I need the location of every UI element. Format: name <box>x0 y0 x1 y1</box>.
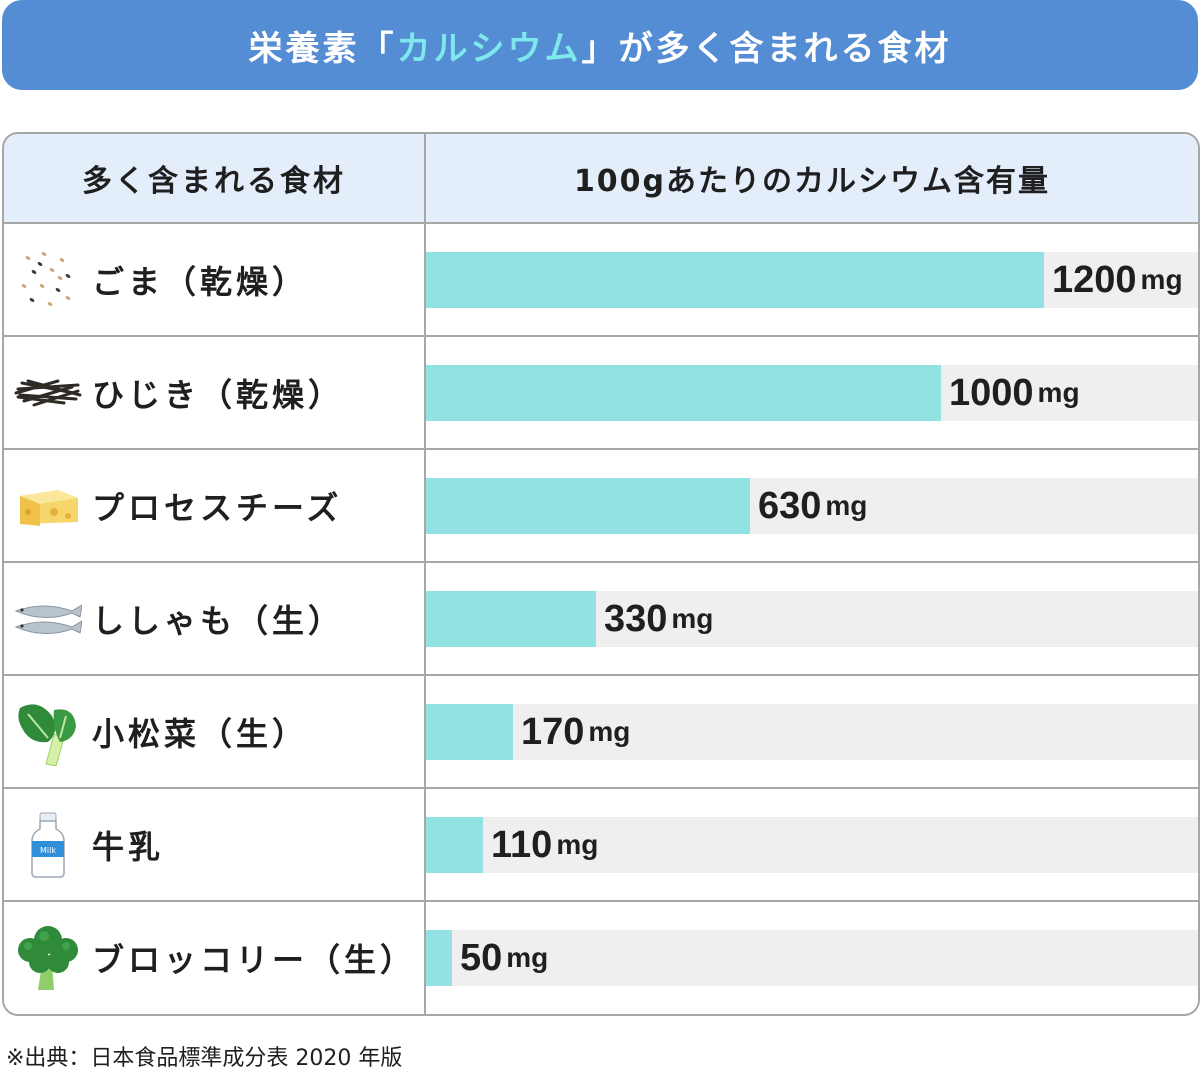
calcium-bar <box>426 817 483 873</box>
title-banner: 栄養素「 カルシウム 」が多く含まれる食材 <box>2 0 1198 90</box>
source-note: ※出典：日本食品標準成分表 2020 年版 <box>6 1046 403 1071</box>
sesame-icon <box>14 246 82 314</box>
value-number: 1200 <box>1052 258 1137 301</box>
value-label: 330 mg <box>604 591 713 647</box>
food-name: ブロッコリー（生） <box>92 940 417 979</box>
column-divider <box>424 134 426 1014</box>
food-name: ひじき（乾燥） <box>92 375 345 414</box>
milk-bottle-icon: Milk <box>14 811 82 879</box>
row-divider <box>4 448 1198 450</box>
row-divider <box>4 561 1198 563</box>
value-label: 1000 mg <box>949 365 1080 421</box>
table-row: ししゃも（生） 330 mg <box>4 563 1198 676</box>
table-row: ごま（乾燥） 1200 mg <box>4 224 1198 337</box>
value-number: 1000 <box>949 371 1034 414</box>
food-name: プロセスチーズ <box>92 488 343 527</box>
shishamo-icon <box>14 585 83 653</box>
komatsuna-icon <box>14 698 82 767</box>
calcium-bar <box>426 252 1044 308</box>
title-suffix: 」が多く含まれる食材 <box>581 28 952 69</box>
bar-track: 630 mg <box>426 478 1198 534</box>
svg-text:Milk: Milk <box>40 846 56 855</box>
header-food: 多く含まれる食材 <box>82 164 346 199</box>
broccoli-icon <box>14 924 82 992</box>
calcium-table: 多く含まれる食材 100gあたりのカルシウム含有量 ごま（乾燥） 1200 mg ひじ… <box>2 132 1200 1016</box>
food-name: ごま（乾燥） <box>92 262 309 301</box>
value-number: 110 <box>491 823 553 866</box>
value-number: 50 <box>460 936 503 979</box>
calcium-bar <box>426 930 452 986</box>
value-unit: mg <box>506 942 549 973</box>
bar-track: 110 mg <box>426 817 1198 873</box>
row-divider <box>4 900 1198 902</box>
value-label: 630 mg <box>758 478 867 534</box>
row-divider <box>4 787 1198 789</box>
title-highlight: カルシウム <box>396 28 582 69</box>
food-name: 牛乳 <box>92 827 165 866</box>
table-row: Milk 牛乳 110 mg <box>4 789 1198 902</box>
food-name: 小松菜（生） <box>92 714 309 753</box>
bar-track: 330 mg <box>426 591 1198 647</box>
bar-track: 1000 mg <box>426 365 1198 421</box>
value-unit: mg <box>588 716 631 747</box>
row-divider <box>4 674 1198 676</box>
value-unit: mg <box>671 603 714 634</box>
table-row: ブロッコリー（生） 50 mg <box>4 902 1198 1014</box>
value-label: 50 mg <box>460 930 548 986</box>
value-unit: mg <box>1037 377 1080 408</box>
value-label: 170 mg <box>521 704 630 760</box>
table-row: プロセスチーズ 630 mg <box>4 450 1198 563</box>
value-label: 1200 mg <box>1052 252 1183 308</box>
header-amount: 100gあたりのカルシウム含有量 <box>573 164 1051 199</box>
title-prefix: 栄養素「 <box>248 28 397 69</box>
table-header: 多く含まれる食材 100gあたりのカルシウム含有量 <box>4 134 1198 224</box>
calcium-bar <box>426 365 941 421</box>
calcium-bar <box>426 704 513 760</box>
value-unit: mg <box>825 490 868 521</box>
value-number: 170 <box>521 710 585 753</box>
value-label: 110 mg <box>491 817 598 873</box>
food-name: ししゃも（生） <box>92 601 345 640</box>
value-number: 330 <box>604 597 668 640</box>
row-divider <box>4 335 1198 337</box>
calcium-bar <box>426 478 750 534</box>
table-row: ひじき（乾燥） 1000 mg <box>4 337 1198 450</box>
calcium-bar <box>426 591 596 647</box>
table-row: 小松菜（生） 170 mg <box>4 676 1198 789</box>
value-unit: mg <box>556 829 599 860</box>
bar-track: 1200 mg <box>426 252 1198 308</box>
value-number: 630 <box>758 484 822 527</box>
cheese-icon <box>14 472 82 540</box>
hijiki-icon <box>14 359 82 427</box>
bar-track: 50 mg <box>426 930 1198 986</box>
value-unit: mg <box>1140 264 1183 295</box>
bar-track: 170 mg <box>426 704 1198 760</box>
